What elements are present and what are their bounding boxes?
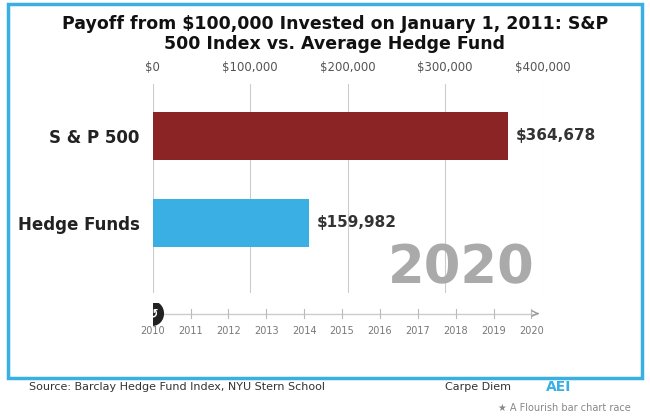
Text: 2013: 2013: [254, 326, 279, 336]
Text: Carpe Diem: Carpe Diem: [445, 382, 512, 392]
Text: $364,678: $364,678: [516, 128, 596, 143]
Text: 2011: 2011: [178, 326, 203, 336]
Text: ↺: ↺: [148, 307, 158, 320]
Text: $159,982: $159,982: [317, 215, 396, 230]
Text: 2014: 2014: [292, 326, 317, 336]
Text: 2016: 2016: [368, 326, 392, 336]
Text: 2015: 2015: [330, 326, 354, 336]
Circle shape: [142, 302, 163, 325]
Text: 2020: 2020: [519, 326, 544, 336]
Text: 2010: 2010: [140, 326, 165, 336]
Text: ★ A Flourish bar chart race: ★ A Flourish bar chart race: [498, 403, 630, 413]
Text: 2019: 2019: [481, 326, 506, 336]
Bar: [153, 112, 508, 160]
Text: Source: Barclay Hedge Fund Index, NYU Stern School: Source: Barclay Hedge Fund Index, NYU St…: [29, 382, 325, 392]
Bar: [153, 199, 309, 247]
Text: AEI: AEI: [546, 380, 571, 394]
Text: Payoff from $100,000 Invested on January 1, 2011: S&P
500 Index vs. Average Hedg: Payoff from $100,000 Invested on January…: [62, 15, 608, 54]
Text: 2012: 2012: [216, 326, 241, 336]
Text: 2017: 2017: [406, 326, 430, 336]
Text: 2020: 2020: [388, 242, 535, 294]
Text: 2018: 2018: [443, 326, 468, 336]
